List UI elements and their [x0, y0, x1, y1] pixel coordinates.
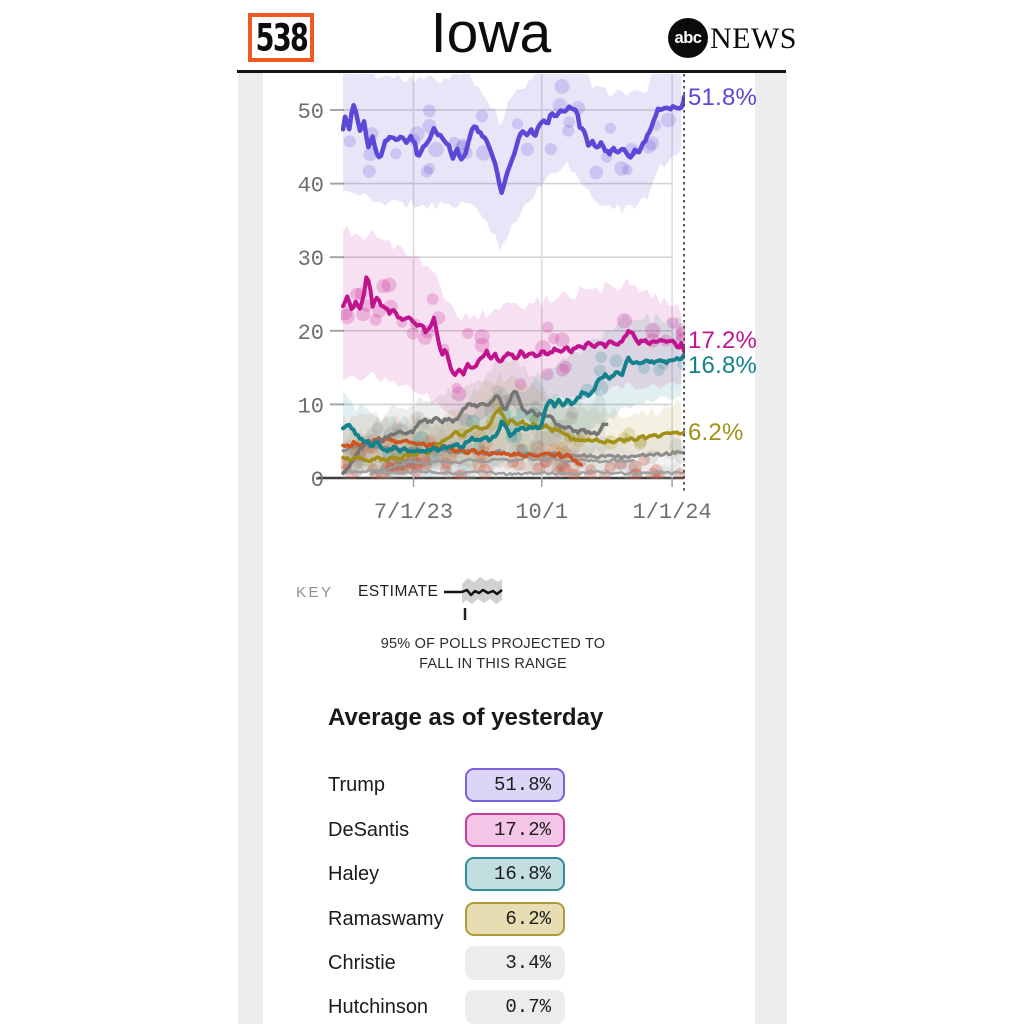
summary-row-haley: Haley 16.8%	[328, 852, 628, 896]
abc-news-icon: abc	[668, 18, 708, 58]
estimate-key-icon	[444, 577, 503, 620]
key-caption: 95% OF POLLS PROJECTED TO FALL IN THIS R…	[333, 634, 653, 674]
average-pill: 16.8%	[465, 857, 565, 891]
left-background-strip	[238, 73, 263, 1024]
end-label-haley: 16.8%	[688, 352, 758, 380]
candidate-name: Haley	[328, 862, 380, 885]
summary-row-desantis: DeSantis 17.2%	[328, 808, 628, 852]
svg-text:7/1/23: 7/1/23	[374, 500, 453, 525]
header-divider	[237, 70, 786, 73]
fivethirtyeight-logo-text: 538	[255, 15, 308, 60]
svg-text:1/1/24: 1/1/24	[633, 500, 712, 525]
average-pill: 3.4%	[465, 946, 565, 980]
candidate-name: DeSantis	[328, 818, 410, 841]
summary-row-ramaswamy: Ramaswamy 6.2%	[328, 897, 628, 941]
candidate-name: Christie	[328, 951, 396, 974]
end-label-ramaswamy: 6.2%	[688, 419, 744, 447]
candidate-name: Trump	[328, 773, 386, 796]
end-label-desantis: 17.2%	[688, 327, 758, 355]
summary-row-trump: Trump 51.8%	[328, 763, 628, 807]
key-caption-line2: FALL IN THIS RANGE	[419, 656, 567, 672]
svg-text:10/1: 10/1	[515, 500, 568, 525]
estimate-label: ESTIMATE	[358, 583, 439, 600]
summary-row-christie: Christie 3.4%	[328, 941, 628, 985]
average-pill: 51.8%	[465, 768, 565, 802]
average-pill: 0.7%	[465, 990, 565, 1024]
svg-text:50: 50	[298, 100, 324, 125]
svg-text:30: 30	[298, 247, 324, 272]
key-caption-line1: 95% OF POLLS PROJECTED TO	[380, 636, 606, 652]
average-pill: 6.2%	[465, 902, 565, 936]
page-title: Iowa	[430, 1, 552, 65]
average-pill: 17.2%	[465, 813, 565, 847]
abc-news-icon-text: abc	[674, 28, 702, 47]
svg-text:20: 20	[298, 321, 324, 346]
end-label-trump: 51.8%	[688, 83, 758, 111]
svg-text:40: 40	[298, 174, 324, 199]
fivethirtyeight-logo: 538	[248, 13, 314, 62]
summary-title: Average as of yesterday	[328, 704, 604, 731]
candidate-name: Ramaswamy	[328, 907, 444, 930]
candidate-name: Hutchinson	[328, 995, 429, 1018]
svg-text:0: 0	[311, 468, 324, 493]
summary-row-hutchinson: Hutchinson 0.7%	[328, 985, 628, 1024]
abc-news-wordmark: NEWS	[710, 22, 797, 55]
key-label: KEY	[296, 584, 334, 601]
right-background-strip	[755, 73, 787, 1024]
svg-text:10: 10	[298, 394, 324, 419]
